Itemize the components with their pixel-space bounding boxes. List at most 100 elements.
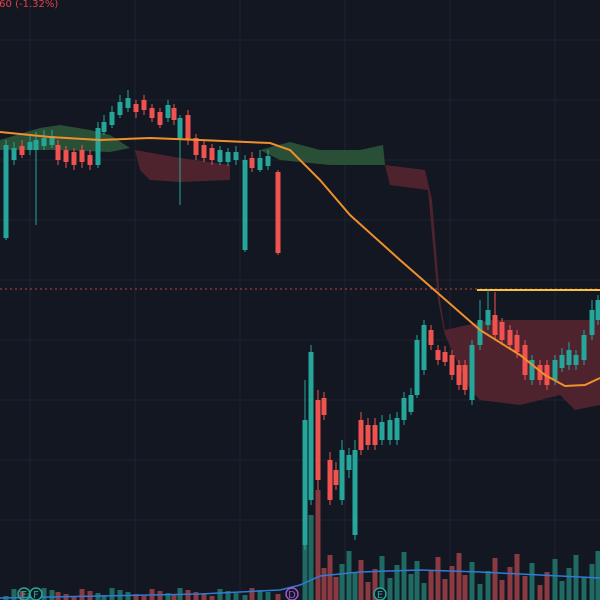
candle-body [3, 145, 9, 238]
candle-body [109, 112, 115, 125]
candle-body [573, 355, 579, 365]
candle-body [125, 98, 131, 108]
candle-body [71, 152, 77, 165]
volume-bar [257, 590, 263, 600]
candle-body [242, 160, 248, 250]
candle-body [379, 422, 385, 440]
marker-label: D [288, 590, 296, 600]
volume-bar [171, 595, 177, 600]
volume-bar [327, 555, 333, 600]
volume-bar [492, 558, 498, 600]
volume-bar [552, 559, 558, 600]
volume-bar [133, 594, 139, 600]
volume-bar [101, 595, 107, 600]
candle-body [19, 146, 25, 155]
candles [3, 90, 600, 550]
volume-bar [193, 592, 199, 600]
volume-bar [217, 589, 223, 600]
candle-body [233, 152, 239, 160]
marker-label: F [33, 590, 39, 600]
candle-body [193, 138, 199, 155]
candle-body [185, 115, 191, 140]
volume-bar [201, 594, 207, 600]
candle-body [41, 138, 47, 146]
candle-body [149, 108, 155, 118]
volume-bar [225, 591, 231, 600]
candle-body [27, 142, 33, 150]
volume-bar [589, 564, 595, 600]
volume-bar [372, 569, 378, 600]
marker-label: E [377, 590, 383, 600]
candle-body [435, 350, 441, 360]
volume-bar [469, 562, 475, 600]
candle-body [469, 345, 475, 400]
volume-bar [566, 568, 572, 600]
candle-body [217, 150, 223, 162]
candle-body [141, 100, 147, 110]
volume-bar [308, 515, 314, 600]
candle-body [321, 398, 327, 415]
volume-bar [449, 566, 455, 600]
candle-body [566, 350, 572, 365]
candle-body [394, 418, 400, 440]
volume-bar [529, 563, 535, 600]
candle-body [157, 112, 163, 125]
volume-bar [507, 567, 513, 600]
candle-body [265, 156, 271, 166]
volume-bar [365, 582, 371, 600]
volume-bar [442, 579, 448, 600]
volume-bar [394, 565, 400, 600]
candle-body [308, 352, 314, 500]
volume-bar [19, 591, 25, 600]
candle-body [346, 455, 352, 470]
candle-body [275, 172, 281, 253]
candle-body [421, 325, 427, 370]
candle-body [507, 330, 513, 345]
candle-body [387, 420, 393, 440]
volume-bar [71, 596, 77, 600]
candle-body [428, 330, 434, 345]
volume-bar [421, 583, 427, 600]
candle-body [372, 425, 378, 445]
candle-body [171, 108, 177, 120]
marker-label: E [21, 590, 27, 600]
candle-body [95, 128, 101, 165]
candle-body [333, 470, 339, 485]
volume-bar [55, 592, 61, 600]
volume-bar [435, 557, 441, 600]
candle-body [225, 152, 231, 162]
volume-bar [379, 556, 385, 600]
volume-bar [79, 589, 85, 600]
candle-body [101, 122, 107, 132]
volume-bar [49, 590, 55, 600]
candle-body [55, 145, 61, 160]
candle-body [87, 155, 93, 165]
candle-body [581, 335, 587, 360]
candle-body [49, 136, 55, 145]
candle-body [492, 315, 498, 335]
candle-body [257, 158, 263, 170]
candle-body [462, 365, 468, 390]
candle-body [327, 460, 333, 500]
volume-bar [233, 593, 239, 600]
candle-body [401, 398, 407, 420]
volume-bar [595, 551, 600, 600]
volume-bar [537, 585, 543, 600]
candle-body [456, 365, 462, 385]
volume-bar [522, 576, 528, 600]
candle-body [529, 360, 535, 380]
volume-bar [333, 577, 339, 600]
volume-bar [477, 584, 483, 600]
volume-bar [109, 588, 115, 600]
candle-body [63, 150, 69, 162]
candle-body [365, 425, 371, 445]
candle-body [133, 104, 139, 112]
volume-bar [358, 560, 364, 600]
candle-body [165, 105, 171, 118]
volume-bar [544, 572, 550, 600]
volume-bar [41, 588, 47, 600]
volume-bar [408, 574, 414, 600]
volume-bar [209, 596, 215, 600]
volume-bar [249, 588, 255, 600]
